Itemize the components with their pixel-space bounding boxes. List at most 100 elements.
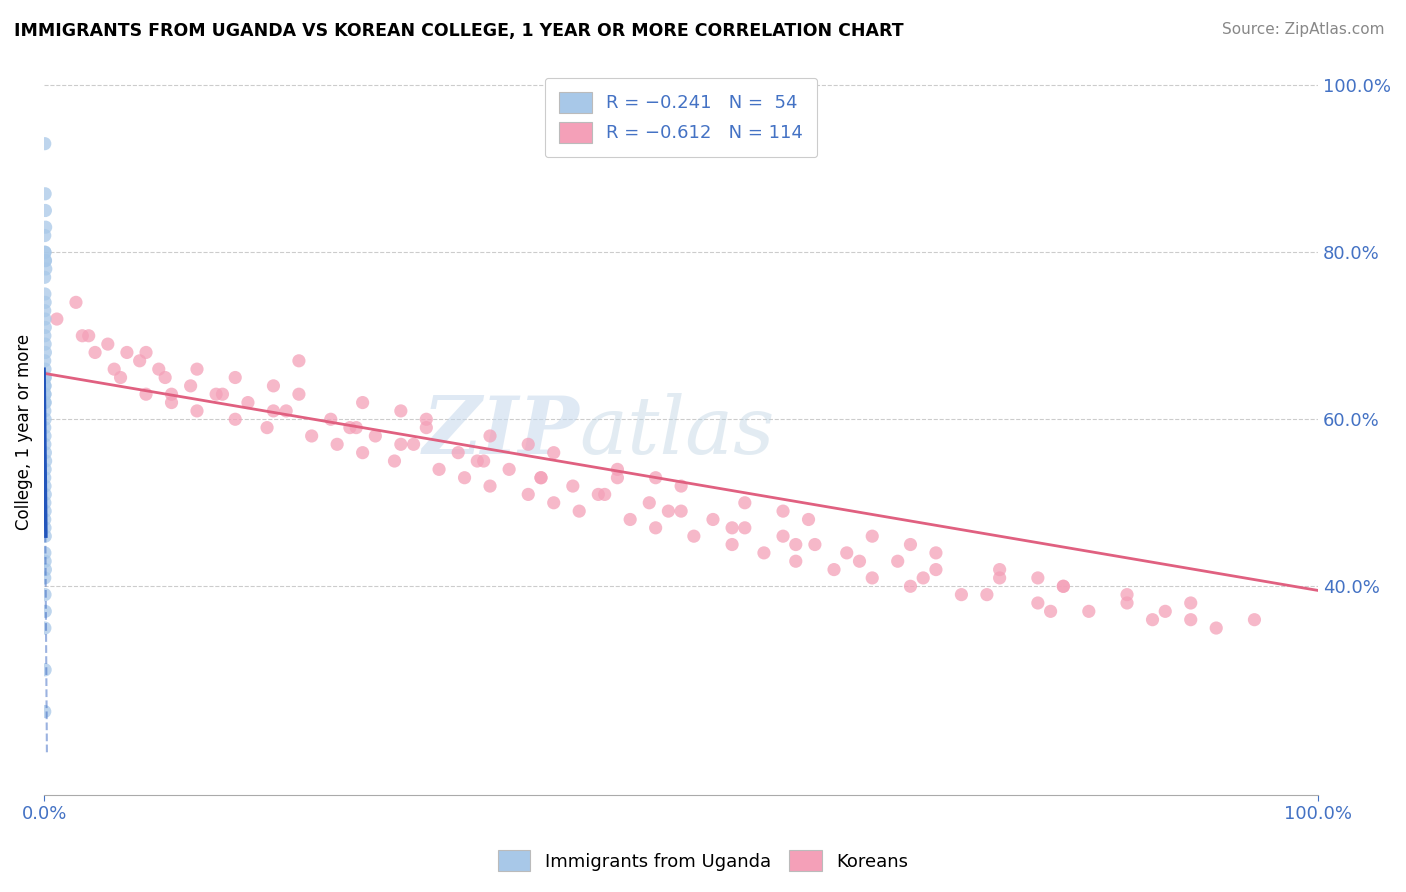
Point: [479, 429, 502, 443]
Point: [34, 387, 56, 401]
Point: [644, 471, 666, 485]
Point: [34, 705, 56, 719]
Point: [34, 370, 56, 384]
Point: [644, 521, 666, 535]
Point: [115, 345, 138, 359]
Point: [848, 554, 870, 568]
Point: [34, 362, 56, 376]
Point: [35, 262, 58, 277]
Point: [352, 445, 374, 459]
Point: [772, 529, 794, 543]
Point: [988, 563, 1011, 577]
Point: [34, 529, 56, 543]
Point: [34, 563, 56, 577]
Point: [153, 370, 176, 384]
Point: [224, 370, 246, 384]
Point: [205, 387, 228, 401]
Point: [606, 471, 628, 485]
Point: [427, 462, 450, 476]
Point: [785, 554, 807, 568]
Point: [752, 546, 775, 560]
Point: [34, 253, 56, 268]
Point: [364, 429, 387, 443]
Point: [669, 479, 692, 493]
Point: [772, 504, 794, 518]
Point: [97, 337, 120, 351]
Point: [657, 504, 679, 518]
Point: [34, 370, 56, 384]
Point: [262, 379, 284, 393]
Point: [34, 571, 56, 585]
Point: [447, 445, 470, 459]
Point: [84, 345, 107, 359]
Point: [34, 203, 56, 218]
Point: [1154, 604, 1177, 618]
Point: [34, 353, 56, 368]
Point: [34, 395, 56, 409]
Point: [900, 537, 922, 551]
Point: [34, 588, 56, 602]
Point: [34, 404, 56, 418]
Point: [34, 487, 56, 501]
Point: [256, 420, 278, 434]
Point: [34, 621, 56, 635]
Point: [262, 404, 284, 418]
Point: [34, 328, 56, 343]
Point: [721, 521, 744, 535]
Point: [1052, 579, 1074, 593]
Point: [530, 471, 553, 485]
Point: [950, 588, 973, 602]
Point: [34, 379, 56, 393]
Point: [34, 312, 56, 326]
Point: [34, 412, 56, 426]
Point: [34, 303, 56, 318]
Point: [976, 588, 998, 602]
Point: [34, 345, 56, 359]
Point: [804, 537, 827, 551]
Point: [34, 521, 56, 535]
Point: [702, 512, 724, 526]
Point: [925, 546, 948, 560]
Point: [734, 496, 756, 510]
Point: [479, 479, 502, 493]
Point: [34, 295, 56, 310]
Point: [797, 512, 820, 526]
Point: [34, 387, 56, 401]
Point: [860, 571, 883, 585]
Point: [593, 487, 616, 501]
Point: [103, 362, 125, 376]
Point: [160, 387, 183, 401]
Point: [415, 420, 437, 434]
Point: [34, 604, 56, 618]
Point: [389, 404, 412, 418]
Point: [34, 220, 56, 235]
Point: [148, 362, 170, 376]
Point: [34, 245, 56, 260]
Point: [530, 471, 553, 485]
Point: [34, 471, 56, 485]
Point: [224, 412, 246, 426]
Point: [543, 496, 565, 510]
Point: [721, 537, 744, 551]
Point: [517, 487, 540, 501]
Point: [1142, 613, 1164, 627]
Point: [638, 496, 661, 510]
Point: [34, 554, 56, 568]
Point: [415, 412, 437, 426]
Point: [34, 512, 56, 526]
Point: [1205, 621, 1227, 635]
Point: [785, 537, 807, 551]
Point: [34, 253, 56, 268]
Point: [669, 504, 692, 518]
Point: [34, 496, 56, 510]
Text: ZIP: ZIP: [422, 393, 579, 471]
Point: [1116, 596, 1139, 610]
Point: [34, 420, 56, 434]
Point: [886, 554, 908, 568]
Point: [72, 328, 94, 343]
Point: [186, 404, 208, 418]
Point: [34, 245, 56, 260]
Point: [1180, 596, 1202, 610]
Point: [34, 462, 56, 476]
Point: [34, 136, 56, 151]
